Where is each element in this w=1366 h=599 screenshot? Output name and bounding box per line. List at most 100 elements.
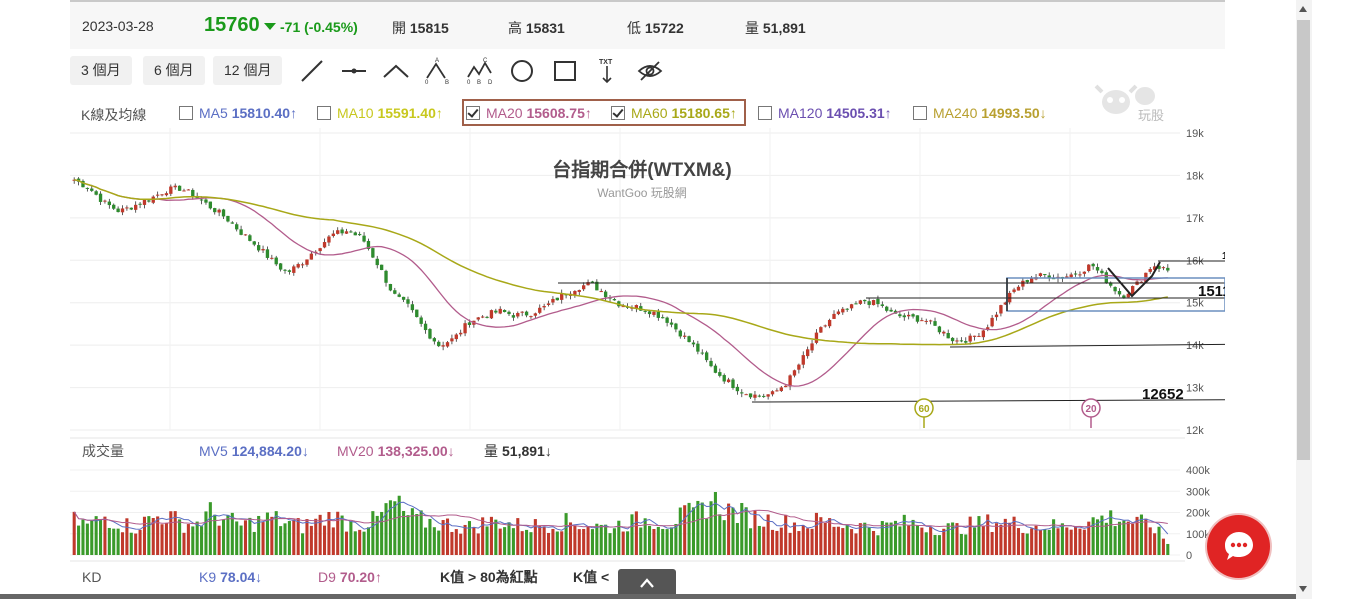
volume-bar <box>951 522 955 555</box>
volume-bar <box>1153 533 1157 555</box>
chat-button[interactable] <box>1207 515 1270 578</box>
line-tool-icon[interactable] <box>298 57 326 85</box>
volume-bar <box>621 531 625 555</box>
candle-body <box>454 334 458 340</box>
line-13938[interactable] <box>949 343 1225 348</box>
volume-bar <box>147 516 151 555</box>
wave-pattern-icon[interactable]: C 0 B D <box>466 57 494 85</box>
kd-title: KD <box>82 569 101 585</box>
volume-bar <box>1065 527 1069 555</box>
volume-bar <box>156 516 160 555</box>
volume-bar <box>195 521 199 555</box>
ma60-toggle[interactable]: MA60 15180.65↑ <box>611 105 737 121</box>
text-tool-icon[interactable]: TXT <box>593 57 621 85</box>
ma20-toggle[interactable]: MA20 15608.75↑ <box>466 105 592 121</box>
scroll-up-arrow-icon[interactable] <box>1298 4 1308 14</box>
volume-bar <box>911 519 915 555</box>
volume-title: 成交量 <box>82 443 124 459</box>
rectangle-icon[interactable] <box>551 57 579 85</box>
ma60-name: MA60 <box>631 105 668 121</box>
candle-body <box>946 332 950 339</box>
candle-body <box>103 200 107 202</box>
price-tick-label: 19k <box>1186 128 1204 140</box>
ma5-checkbox[interactable] <box>179 106 193 120</box>
candle-body <box>581 285 586 290</box>
volume-bar <box>472 527 476 555</box>
ma5-toggle[interactable]: MA5 15810.40↑ <box>179 105 297 121</box>
circle-icon[interactable] <box>508 57 536 85</box>
candle-body <box>112 204 116 209</box>
ma240-checkbox[interactable] <box>913 106 927 120</box>
zigzag-drawing[interactable] <box>1107 261 1161 298</box>
high-label: 高 <box>508 20 522 36</box>
candle-body <box>318 248 322 252</box>
kd-note-green: K值 < <box>573 569 609 585</box>
candle-body <box>177 185 182 191</box>
volume-bar <box>221 519 226 555</box>
candle-body <box>1130 286 1135 295</box>
volume-bar <box>182 532 186 555</box>
ma60-value: 15180.65 <box>671 105 730 121</box>
chart-title: 台指期合併(WTXM&) <box>552 158 731 181</box>
range-3m-button[interactable]: 3 個月 <box>70 56 132 85</box>
volume-bar <box>850 529 854 555</box>
volume-bar <box>454 529 458 555</box>
volume-bar <box>331 527 335 555</box>
ma240-toggle[interactable]: MA240 14993.50↓ <box>913 105 1047 121</box>
d9-legend: D9 70.20↑ <box>318 569 382 585</box>
abcd-pattern-icon[interactable]: A 0 B <box>424 57 452 85</box>
range-12m-button[interactable]: 12 個月 <box>213 56 283 85</box>
volume-bar <box>770 529 775 555</box>
scrollbar-thumb[interactable] <box>1297 20 1310 460</box>
candle-body <box>221 209 226 217</box>
candle-body <box>788 375 792 387</box>
d9-arrow: ↑ <box>375 569 382 585</box>
angle-line-icon[interactable] <box>382 57 410 85</box>
volume-bar <box>239 525 243 555</box>
mv20-value: 138,325.00 <box>378 443 448 459</box>
candle-body <box>683 335 687 337</box>
ma120-toggle[interactable]: MA120 14505.31↑ <box>758 105 892 121</box>
volume-bar <box>617 520 621 555</box>
candle-body <box>898 314 902 317</box>
candle-body <box>718 372 722 376</box>
horizontal-line-icon[interactable] <box>340 57 368 85</box>
open-label: 開 <box>392 20 406 36</box>
candle-body <box>358 234 362 236</box>
range-6m-button[interactable]: 6 個月 <box>143 56 205 85</box>
ma10-checkbox[interactable] <box>317 106 331 120</box>
volume-bar <box>366 527 370 555</box>
volume-bar <box>129 532 133 555</box>
candle-body <box>292 266 296 273</box>
hide-icon[interactable] <box>636 57 664 85</box>
price-tick-label: 14k <box>1186 340 1204 352</box>
candle-body <box>687 336 691 343</box>
volume-bar <box>538 526 542 555</box>
txt-label: TXT <box>599 59 613 66</box>
volume-bar <box>933 534 937 555</box>
ma120-checkbox[interactable] <box>758 106 772 120</box>
ma5-arrow: ↑ <box>290 105 298 121</box>
candle-body <box>524 311 529 316</box>
mv20-name: MV20 <box>337 443 374 459</box>
volume-bar <box>494 519 498 555</box>
volume-bar <box>858 523 862 555</box>
volume-bar <box>336 511 340 555</box>
volume-bar <box>270 516 274 555</box>
candle-body <box>208 201 213 209</box>
ma10-toggle[interactable]: MA10 15591.40↑ <box>317 105 443 121</box>
ma60-checkbox[interactable] <box>611 106 625 120</box>
quote-high: 高 15831 <box>508 18 565 38</box>
volume-bar <box>797 531 801 555</box>
ma20-checkbox[interactable] <box>466 106 480 120</box>
volume-bar <box>551 528 555 555</box>
volume-bar <box>564 513 568 555</box>
scroll-down-arrow-icon[interactable] <box>1298 584 1308 594</box>
candle-body <box>239 229 243 235</box>
candle-body <box>696 343 700 352</box>
volume-bar <box>744 507 748 555</box>
candle-body <box>1025 280 1029 283</box>
candle-body <box>805 349 810 357</box>
line-12652[interactable] <box>751 399 1225 403</box>
